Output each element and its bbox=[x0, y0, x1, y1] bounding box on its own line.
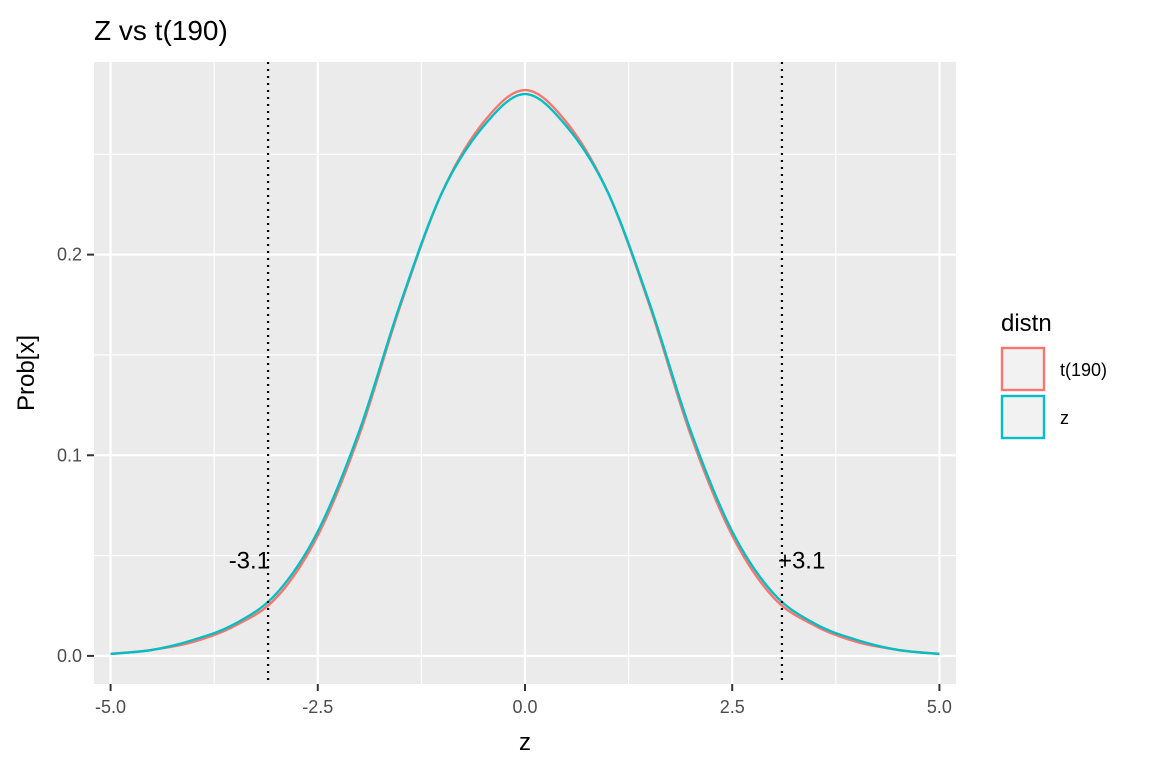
y-tick-label: 0.0 bbox=[57, 646, 82, 666]
legend: distn t(190) z bbox=[1000, 310, 1107, 440]
legend-title: distn bbox=[1001, 310, 1052, 337]
x-axis: -5.0 -2.5 0.0 2.5 5.0 bbox=[95, 684, 952, 717]
x-axis-title: z bbox=[519, 729, 531, 756]
legend-key bbox=[1000, 394, 1046, 440]
y-axis: 0.0 0.1 0.2 bbox=[57, 245, 94, 666]
annotations: -3.1 +3.1 bbox=[229, 548, 826, 575]
x-tick-label: 5.0 bbox=[927, 697, 952, 717]
x-tick-label: 0.0 bbox=[512, 697, 537, 717]
y-axis-title: Prob[x] bbox=[13, 335, 40, 411]
annotation-label: +3.1 bbox=[778, 548, 825, 575]
legend-label: z bbox=[1060, 408, 1069, 428]
reference-lines bbox=[266, 62, 784, 684]
series-t-190-line bbox=[110, 88, 940, 656]
y-tick-label: 0.1 bbox=[57, 445, 82, 465]
y-tick-label: 0.2 bbox=[57, 245, 82, 265]
x-tick-label: -5.0 bbox=[95, 697, 126, 717]
chart-title: Z vs t(190) bbox=[94, 15, 228, 46]
legend-label: t(190) bbox=[1060, 360, 1107, 380]
annotation-label: -3.1 bbox=[229, 548, 270, 575]
x-tick-label: -2.5 bbox=[302, 697, 333, 717]
grid-major bbox=[94, 62, 956, 684]
x-tick-label: 2.5 bbox=[720, 697, 745, 717]
legend-key bbox=[1000, 346, 1046, 392]
